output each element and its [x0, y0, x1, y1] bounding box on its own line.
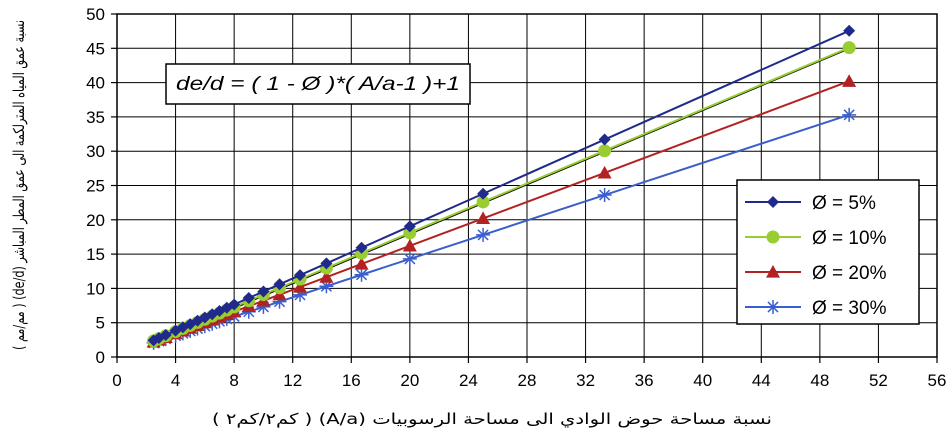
- legend-items: Ø = 5% Ø = 10% Ø = 20% Ø = 30%: [745, 193, 887, 319]
- data-point: [256, 299, 271, 314]
- x-tick-label: 36: [635, 371, 654, 390]
- data-point: [402, 238, 417, 252]
- y-tick-label: 0: [96, 348, 105, 367]
- legend-item: Ø = 30%: [745, 298, 887, 319]
- data-point: [598, 144, 612, 158]
- data-point: [355, 241, 368, 254]
- data-point: [159, 328, 172, 341]
- y-tick-label: 35: [86, 108, 105, 127]
- x-tick-label: 20: [400, 371, 419, 390]
- formula-annotation: de/d = ( 1 - Ø )*( A/a-1 )+1: [165, 63, 471, 105]
- x-tick-label: 32: [576, 371, 595, 390]
- y-tick-label: 20: [86, 211, 105, 230]
- data-point: [319, 279, 334, 294]
- data-point: [403, 220, 416, 233]
- data-point: [597, 165, 612, 179]
- y-tick-label: 25: [86, 177, 105, 196]
- data-point: [320, 257, 333, 270]
- x-tick-label: 28: [518, 371, 537, 390]
- formula-text: de/d = ( 1 - Ø )*( A/a-1 )+1: [176, 74, 460, 95]
- data-point: [597, 188, 612, 203]
- x-tick-label: 44: [752, 371, 771, 390]
- legend-label: Ø = 5%: [812, 193, 876, 214]
- data-point: [842, 41, 856, 55]
- data-point: [319, 270, 334, 283]
- y-tick-label: 45: [86, 39, 105, 58]
- x-tick-label: 12: [283, 371, 302, 390]
- y-tick-label: 50: [86, 5, 105, 24]
- legend-label: Ø = 20%: [812, 263, 887, 284]
- series-diamond: [147, 24, 856, 347]
- data-point: [402, 251, 417, 266]
- data-point: [242, 292, 255, 305]
- legend-label: Ø = 30%: [812, 298, 887, 319]
- legend-item: Ø = 20%: [745, 263, 887, 284]
- y-tick-label: 15: [86, 245, 105, 264]
- legend-swatch-marker: [766, 230, 780, 244]
- x-tick-label: 0: [112, 371, 121, 390]
- data-point: [842, 107, 857, 122]
- data-point: [476, 195, 490, 209]
- data-point: [272, 294, 287, 309]
- data-point: [354, 267, 369, 282]
- data-point: [842, 74, 857, 87]
- data-point: [273, 278, 286, 291]
- y-tick-label: 40: [86, 74, 105, 93]
- data-point: [228, 298, 241, 311]
- x-tick-label: 48: [810, 371, 829, 390]
- legend-item: Ø = 5%: [745, 193, 876, 214]
- legend-swatch-marker: [766, 300, 780, 314]
- x-tick-label: 40: [693, 371, 712, 390]
- data-point: [403, 226, 417, 240]
- legend-label: Ø = 10%: [812, 228, 887, 249]
- data-point: [257, 285, 270, 298]
- legend-box: [736, 179, 920, 325]
- x-axis-ticks: 0 4 8 12 16 20 24 28 32 36 40 44 48 52 56: [112, 357, 946, 390]
- data-point: [843, 24, 856, 37]
- data-point: [476, 211, 491, 225]
- data-point: [598, 133, 611, 146]
- y-tick-label: 5: [96, 314, 105, 333]
- series-layer: [146, 24, 857, 350]
- data-point: [293, 280, 308, 293]
- data-point: [476, 227, 491, 242]
- legend-swatch-marker: [766, 265, 780, 278]
- legend-swatch-marker: [767, 196, 779, 208]
- y-axis-ticks: 0 5 10 15 20 25 30 35 40 45 50: [86, 5, 117, 367]
- x-tick-label: 4: [171, 371, 180, 390]
- formula-box: [165, 63, 471, 105]
- data-point: [477, 187, 490, 200]
- data-point: [293, 287, 308, 302]
- y-tick-label: 30: [86, 142, 105, 161]
- data-point: [294, 269, 307, 282]
- x-tick-label: 16: [342, 371, 361, 390]
- legend-item: Ø = 10%: [745, 228, 887, 249]
- x-axis-title: نسبة مساحة حوض الوادي الى مساحة الرسوبيا…: [212, 410, 772, 429]
- x-tick-label: 24: [459, 371, 478, 390]
- y-axis-title: نسبة عمق المياه المترلكمة الى عمق المطر …: [10, 20, 28, 350]
- x-tick-label: 8: [229, 371, 238, 390]
- x-tick-label: 52: [869, 371, 888, 390]
- data-point: [354, 256, 369, 270]
- legend: Ø = 5% Ø = 10% Ø = 20% Ø = 30%: [736, 179, 920, 325]
- x-tick-label: 56: [928, 371, 947, 390]
- y-tick-label: 10: [86, 279, 105, 298]
